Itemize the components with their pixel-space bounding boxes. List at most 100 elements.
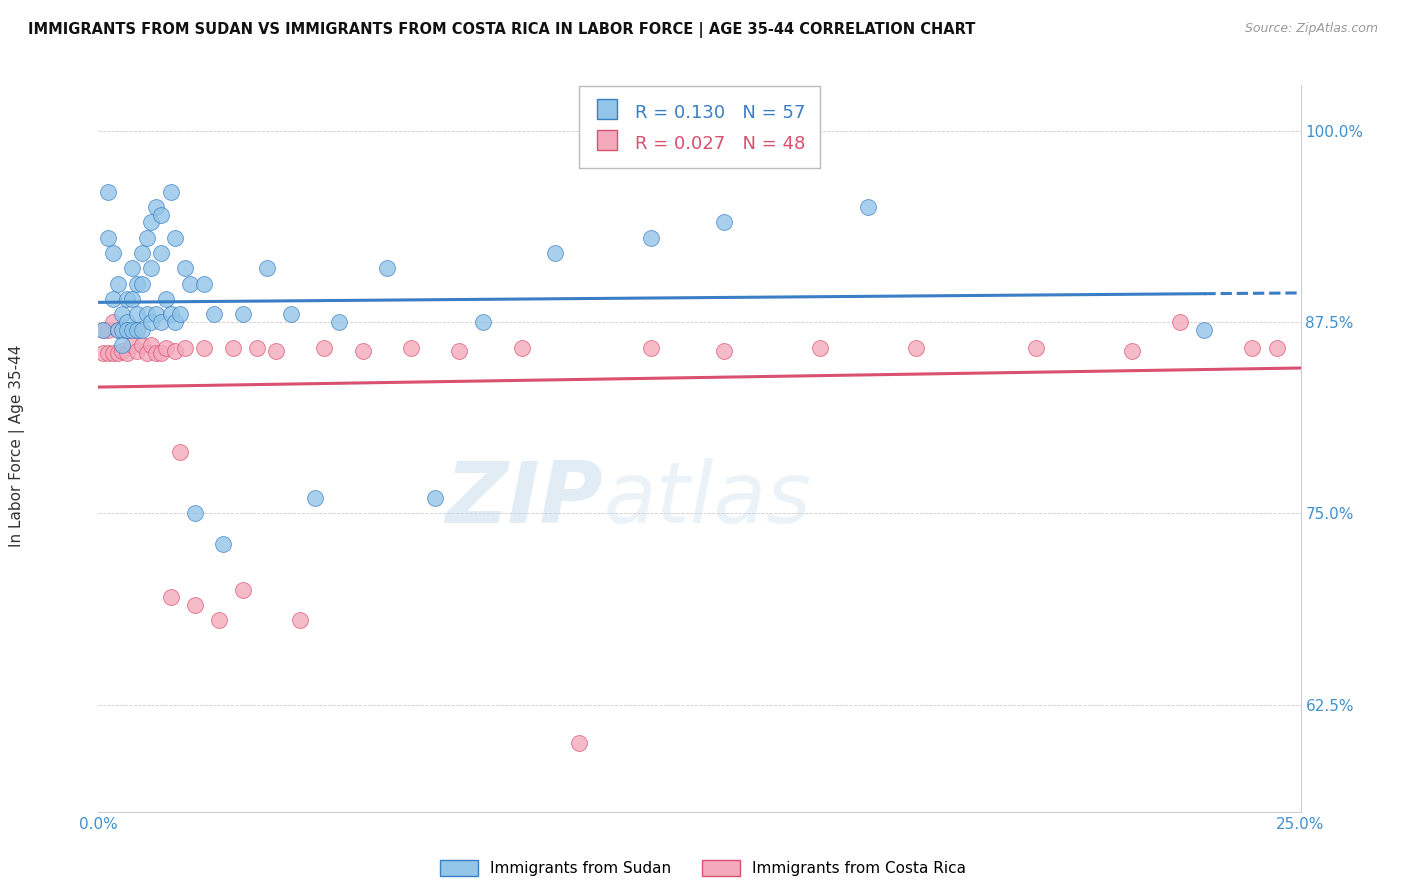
Point: [121, 338, 143, 352]
Point: [97, 185, 120, 199]
Point: [149, 246, 172, 260]
Point: [1170, 315, 1192, 329]
Legend: R = 0.130   N = 57, R = 0.027   N = 48: R = 0.130 N = 57, R = 0.027 N = 48: [579, 87, 820, 169]
Point: [111, 344, 134, 359]
Point: [208, 614, 231, 628]
Point: [904, 341, 927, 355]
Point: [101, 246, 124, 260]
Point: [328, 315, 350, 329]
Point: [183, 598, 205, 612]
Point: [121, 261, 143, 276]
Point: [169, 445, 191, 459]
Point: [125, 277, 148, 291]
Point: [117, 323, 139, 337]
Point: [193, 341, 215, 355]
Point: [101, 292, 124, 306]
Point: [568, 736, 591, 750]
Point: [117, 345, 139, 359]
Point: [145, 345, 167, 359]
Point: [135, 307, 157, 321]
Point: [165, 315, 187, 329]
Point: [375, 261, 398, 276]
Point: [107, 323, 129, 337]
Point: [101, 315, 124, 329]
Text: IMMIGRANTS FROM SUDAN VS IMMIGRANTS FROM COSTA RICA IN LABOR FORCE | AGE 35-44 C: IMMIGRANTS FROM SUDAN VS IMMIGRANTS FROM…: [28, 22, 976, 38]
Text: In Labor Force | Age 35-44: In Labor Force | Age 35-44: [8, 345, 25, 547]
Point: [135, 345, 157, 359]
Point: [246, 341, 269, 355]
Point: [232, 307, 254, 321]
Point: [280, 307, 302, 321]
Point: [544, 246, 567, 260]
Point: [183, 506, 205, 520]
Point: [145, 200, 167, 214]
Point: [91, 323, 114, 337]
Point: [117, 323, 139, 337]
Point: [290, 614, 312, 628]
Point: [174, 261, 197, 276]
Point: [149, 315, 172, 329]
Point: [447, 344, 470, 359]
Point: [314, 341, 336, 355]
Point: [149, 208, 172, 222]
Point: [111, 323, 134, 337]
Text: ZIP: ZIP: [446, 458, 603, 541]
Point: [1194, 323, 1216, 337]
Point: [159, 185, 181, 199]
Point: [141, 261, 163, 276]
Point: [256, 261, 278, 276]
Point: [141, 215, 163, 229]
Point: [304, 491, 326, 505]
Point: [111, 307, 134, 321]
Point: [856, 200, 879, 214]
Point: [131, 338, 153, 352]
Point: [131, 323, 153, 337]
Point: [193, 277, 215, 291]
Point: [232, 582, 254, 597]
Point: [125, 344, 148, 359]
Point: [91, 323, 114, 337]
Point: [266, 344, 288, 359]
Point: [125, 323, 148, 337]
Point: [352, 344, 374, 359]
Point: [135, 231, 157, 245]
Point: [107, 323, 129, 337]
Point: [179, 277, 201, 291]
Point: [202, 307, 225, 321]
Point: [423, 491, 446, 505]
Point: [640, 341, 662, 355]
Point: [1241, 341, 1264, 355]
Point: [713, 215, 735, 229]
Point: [125, 323, 148, 337]
Point: [1025, 341, 1047, 355]
Point: [212, 537, 235, 551]
Point: [808, 341, 831, 355]
Point: [165, 344, 187, 359]
Point: [169, 307, 191, 321]
Point: [107, 345, 129, 359]
Point: [159, 591, 181, 605]
Text: Source: ZipAtlas.com: Source: ZipAtlas.com: [1244, 22, 1378, 36]
Point: [107, 277, 129, 291]
Point: [125, 307, 148, 321]
Point: [155, 341, 177, 355]
Point: [713, 344, 735, 359]
Point: [91, 345, 114, 359]
Point: [165, 231, 187, 245]
Point: [131, 246, 153, 260]
Point: [510, 341, 533, 355]
Point: [101, 345, 124, 359]
Point: [141, 338, 163, 352]
Point: [399, 341, 422, 355]
Point: [111, 323, 134, 337]
Point: [149, 345, 172, 359]
Point: [117, 315, 139, 329]
Point: [97, 323, 120, 337]
Point: [174, 341, 197, 355]
Point: [145, 307, 167, 321]
Point: [131, 277, 153, 291]
Point: [159, 307, 181, 321]
Point: [117, 292, 139, 306]
Point: [155, 292, 177, 306]
Point: [640, 231, 662, 245]
